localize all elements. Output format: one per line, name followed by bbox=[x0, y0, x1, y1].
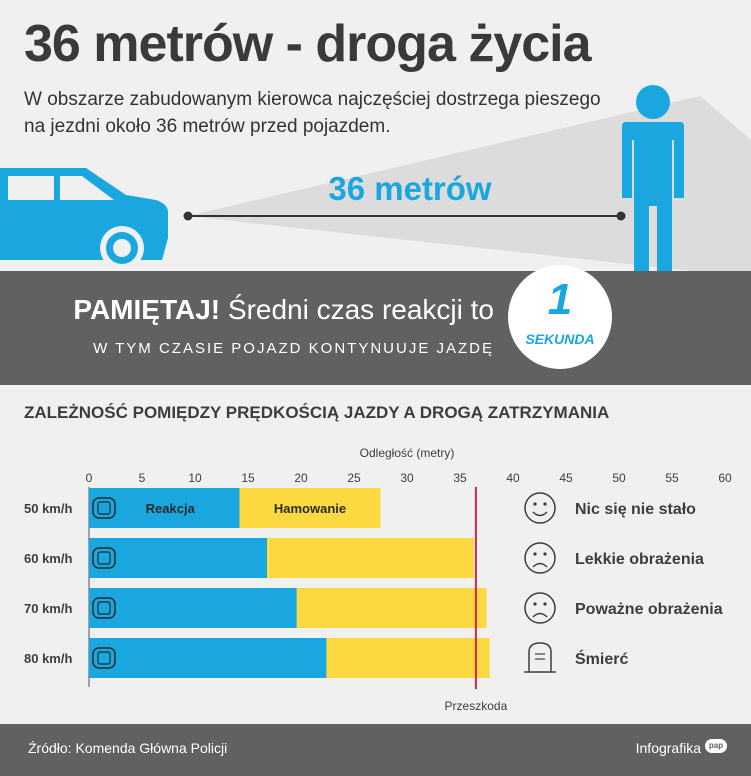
x-tick-label: 5 bbox=[139, 471, 146, 485]
car-top-icon-roof bbox=[97, 551, 111, 565]
sad-icon bbox=[524, 592, 556, 624]
x-tick-label: 10 bbox=[188, 471, 202, 485]
car-top-icon-roof bbox=[97, 501, 111, 515]
pap-logo: pap bbox=[705, 739, 727, 753]
face-mouth bbox=[532, 612, 548, 618]
remember-subline: W TYM CZASIE POJAZD KONTYNUUJE JAZDĘ bbox=[93, 340, 494, 357]
credit-text: Infografika bbox=[635, 740, 701, 756]
x-tick-label: 55 bbox=[665, 471, 679, 485]
category-label: 50 km/h bbox=[24, 501, 72, 516]
reaction-bar bbox=[89, 538, 268, 578]
braking-bar bbox=[267, 538, 474, 578]
outcome-label: Śmierć bbox=[575, 649, 628, 668]
source-text: Źródło: Komenda Główna Policji bbox=[28, 740, 228, 756]
braking-bar bbox=[296, 588, 487, 628]
face-eye bbox=[543, 602, 547, 606]
footer-band bbox=[0, 724, 751, 776]
x-tick-label: 25 bbox=[347, 471, 361, 485]
x-axis-label: Odległość (metry) bbox=[360, 446, 455, 460]
reaction-bar bbox=[89, 588, 297, 628]
car-icon bbox=[0, 168, 168, 270]
smile-icon bbox=[524, 492, 556, 524]
sad-icon bbox=[524, 542, 556, 574]
remember-headline: PAMIĘTAJ! Średni czas reakcji to bbox=[73, 294, 494, 326]
remember-text: Średni czas reakcji to bbox=[227, 294, 494, 325]
face-eye bbox=[533, 502, 537, 506]
x-tick-label: 15 bbox=[241, 471, 255, 485]
pedestrian-icon bbox=[622, 85, 684, 272]
x-tick-label: 35 bbox=[453, 471, 467, 485]
distance-end-dot bbox=[616, 211, 626, 221]
obstacle-label: Przeszkoda bbox=[445, 699, 508, 713]
x-tick-label: 45 bbox=[559, 471, 573, 485]
car-top-icon bbox=[92, 547, 116, 569]
distance-start-dot bbox=[183, 211, 193, 221]
sight-beam bbox=[188, 96, 751, 272]
remember-bold: PAMIĘTAJ! bbox=[73, 294, 221, 325]
x-tick-label: 40 bbox=[506, 471, 520, 485]
outcome-label: Lekkie obrażenia bbox=[575, 551, 704, 568]
face-eye bbox=[533, 602, 537, 606]
stopping-distance-chart: Odległość (metry) 0 5 10 15 20 25 30 35 40 45 50 55 6… bbox=[24, 446, 732, 713]
series-label-hamowanie: Hamowanie bbox=[274, 501, 346, 516]
reaction-time-unit: SEKUNDA bbox=[525, 331, 595, 347]
car-top-icon-roof bbox=[97, 601, 111, 615]
face-eye bbox=[543, 552, 547, 556]
x-tick-label: 0 bbox=[86, 471, 93, 485]
x-tick-label: 50 bbox=[612, 471, 626, 485]
braking-bar bbox=[326, 638, 490, 678]
outcome-label: Poważne obrażenia bbox=[575, 601, 723, 618]
x-tick-label: 20 bbox=[294, 471, 308, 485]
distance-label: 36 metrów bbox=[328, 170, 492, 207]
car-top-icon bbox=[92, 497, 116, 519]
x-tick-label: 30 bbox=[400, 471, 414, 485]
remember-band bbox=[0, 271, 751, 385]
category-label: 70 km/h bbox=[24, 601, 72, 616]
category-label: 80 km/h bbox=[24, 651, 72, 666]
series-label-reakcja: Reakcja bbox=[146, 501, 196, 516]
outcome-label: Nic się nie stało bbox=[575, 501, 696, 518]
tombstone-icon bbox=[528, 642, 552, 672]
face-eye bbox=[533, 552, 537, 556]
car-top-icon bbox=[92, 597, 116, 619]
page-title: 36 metrów - droga życia bbox=[24, 15, 592, 73]
car-top-icon bbox=[92, 647, 116, 669]
car-top-icon-roof bbox=[97, 651, 111, 665]
face-mouth bbox=[532, 511, 548, 517]
face-eye bbox=[543, 502, 547, 506]
chart-title: ZALEŻNOŚĆ POMIĘDZY PRĘDKOŚCIĄ JAZDY A DR… bbox=[24, 403, 610, 422]
reaction-bar bbox=[89, 488, 240, 528]
headline-illustration bbox=[0, 85, 751, 272]
category-label: 60 km/h bbox=[24, 551, 72, 566]
x-tick-label: 60 bbox=[718, 471, 732, 485]
face-mouth bbox=[532, 562, 548, 568]
page-subtitle: W obszarze zabudowanym kierowca najczęśc… bbox=[24, 89, 601, 137]
braking-bar bbox=[239, 488, 381, 528]
reaction-bar bbox=[89, 638, 327, 678]
reaction-time-badge: 1 SEKUNDA bbox=[508, 265, 612, 369]
reaction-time-number: 1 bbox=[547, 275, 573, 324]
